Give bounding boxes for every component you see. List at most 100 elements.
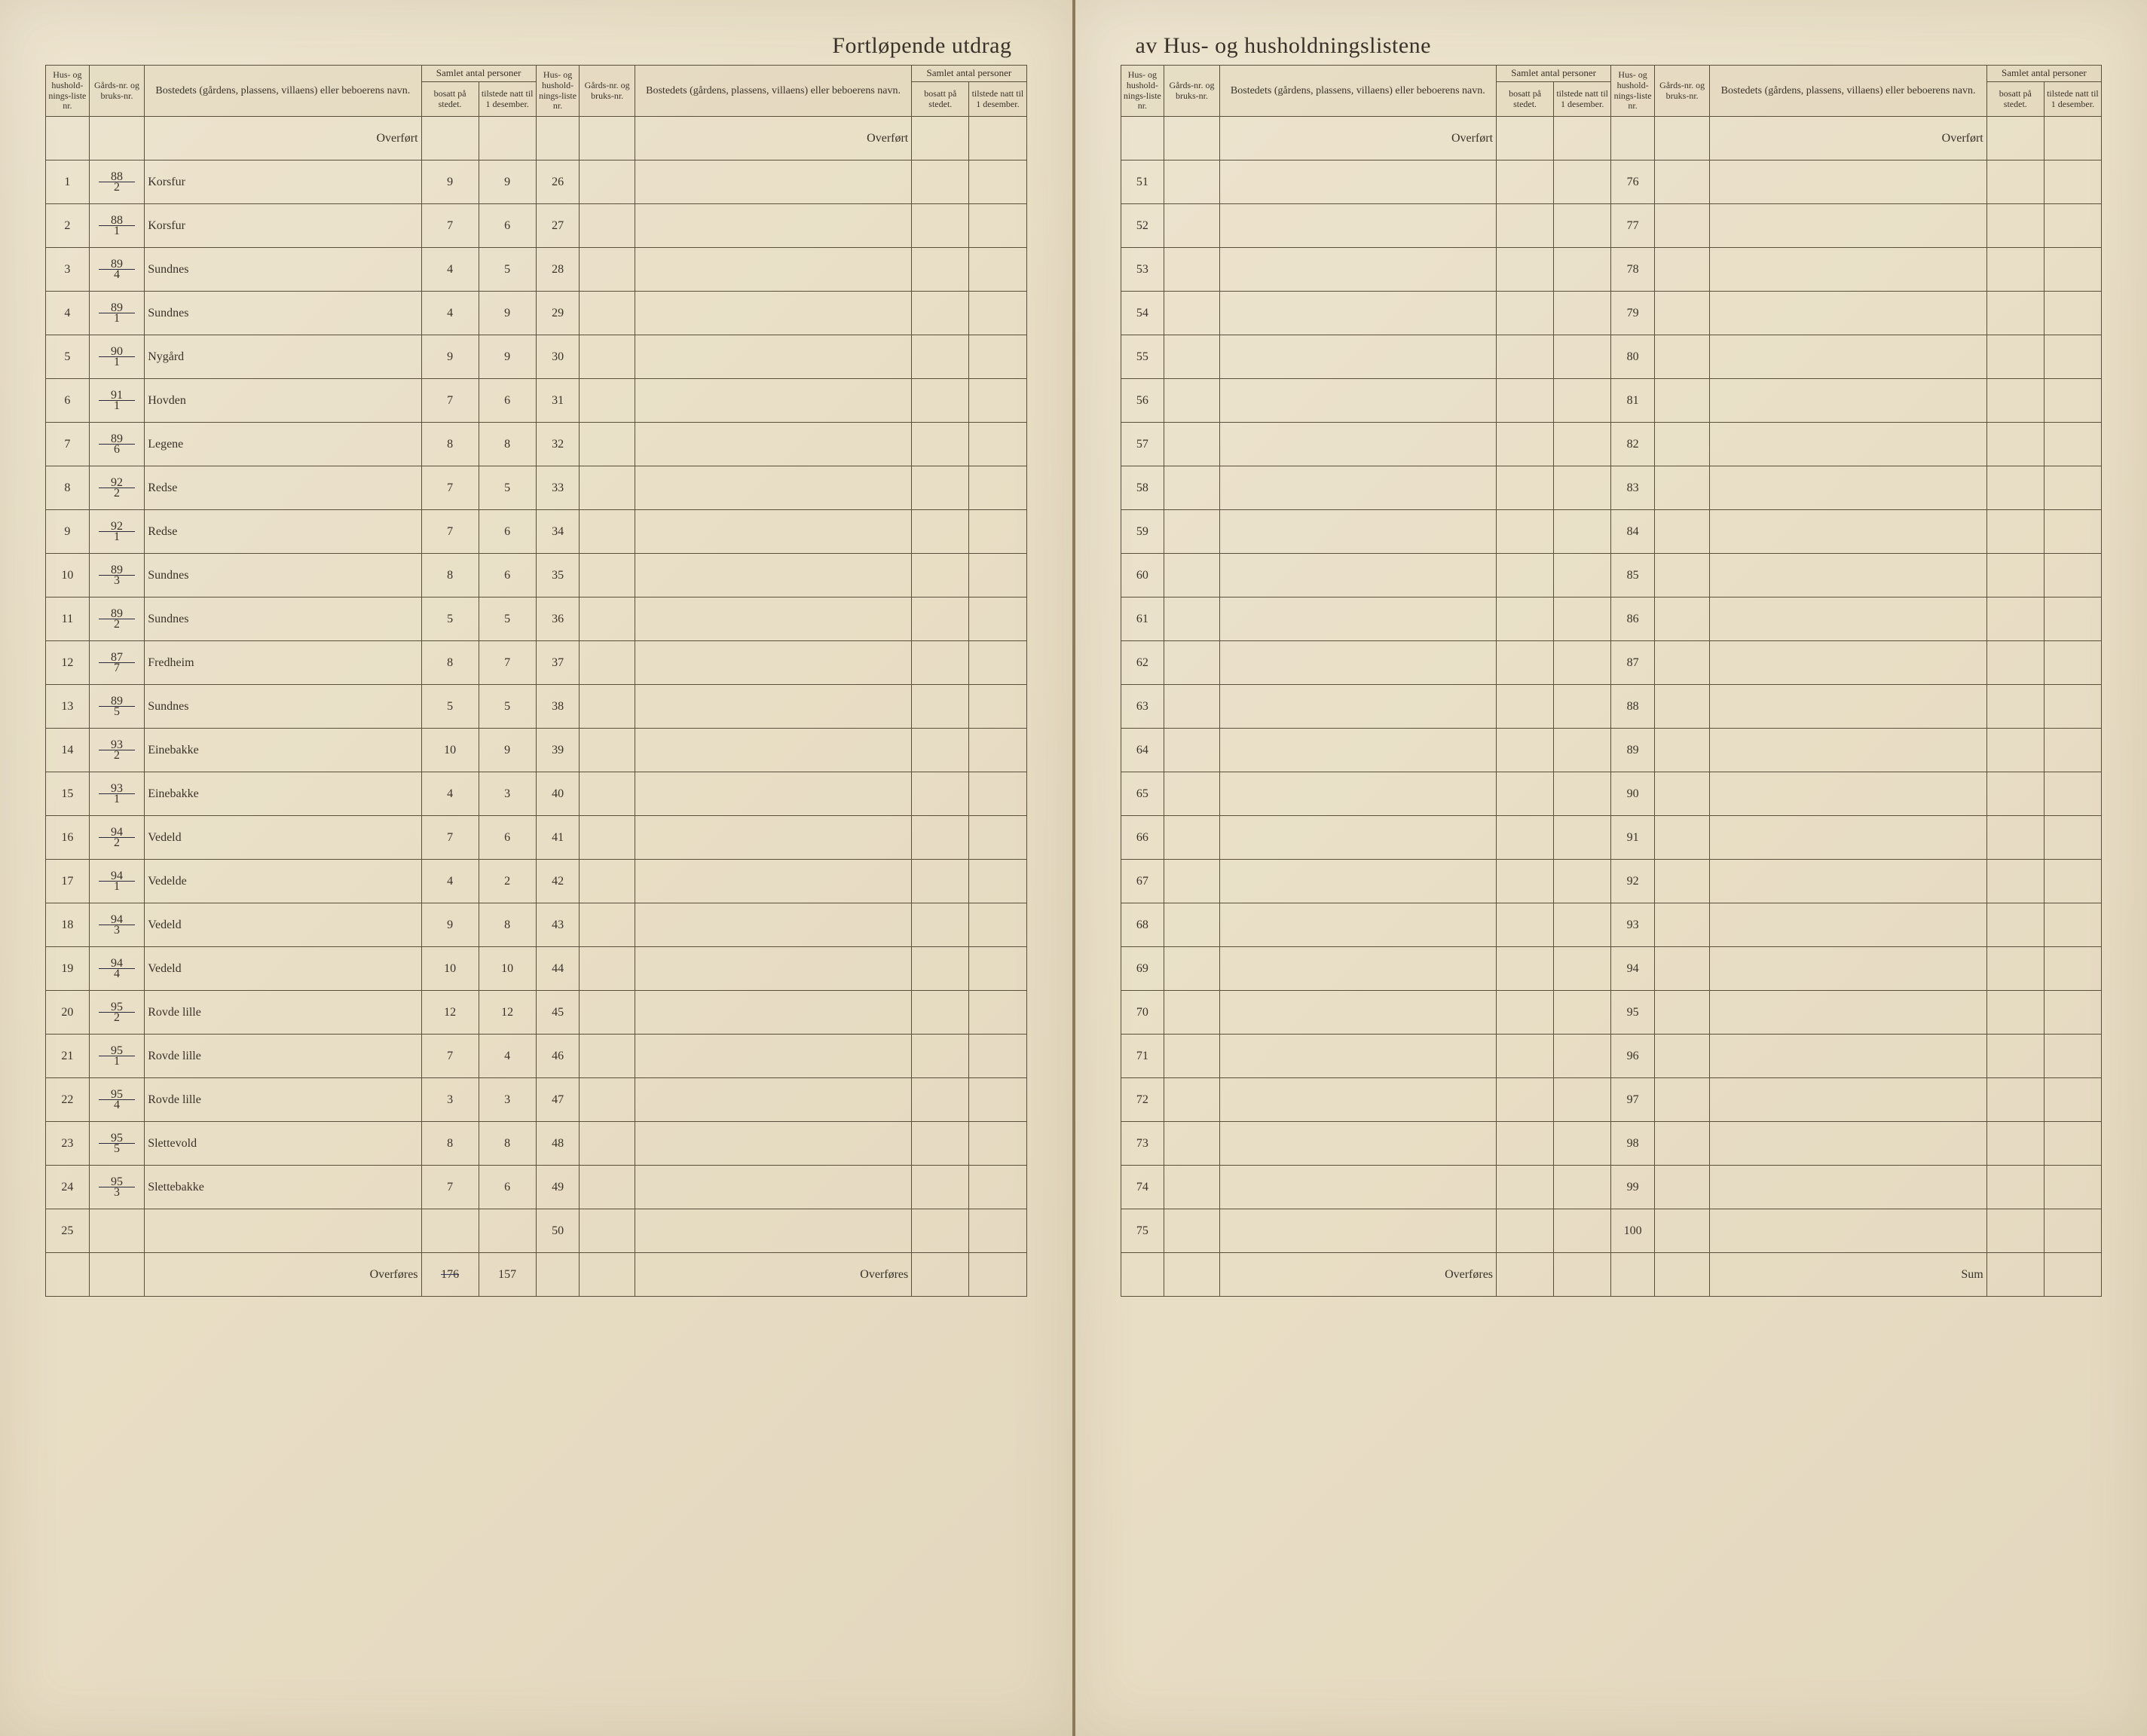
bosatt-cell: 5 [421,685,479,729]
row-number: 18 [46,903,90,947]
overfort-row: OverførtOverført [46,117,1027,160]
navn-cell: Vedeld [145,816,421,860]
bosatt-cell: 4 [421,772,479,816]
tilstede-cell: 7 [479,641,536,685]
ledger-table-left: Hus- og hushold-nings-liste nr. Gårds-nr… [45,65,1027,1297]
bosatt-cell: 5 [421,598,479,641]
navn-cell: Rovde lille [145,1035,421,1078]
table-row: 59 84 [1121,510,2102,554]
hdr-samlet: Samlet antal personer [421,66,536,82]
table-header: Hus- og hushold-nings-liste nr. Gårds-nr… [46,66,1027,117]
row-number: 20 [46,991,90,1035]
row-number: 46 [536,1035,580,1078]
bosatt-cell: 7 [421,816,479,860]
table-row: 19944Vedeld101044 [46,947,1027,991]
row-number: 100 [1611,1209,1655,1253]
row-number: 44 [536,947,580,991]
gard-cell: 877 [89,641,144,685]
gard-cell: 894 [89,248,144,292]
row-number: 79 [1611,292,1655,335]
table-row: 8922Redse7533 [46,466,1027,510]
navn-cell: Korsfur [145,160,421,204]
bosatt-cell: 3 [421,1078,479,1122]
gard-cell: 931 [89,772,144,816]
row-number: 88 [1611,685,1655,729]
row-number: 36 [536,598,580,641]
tilstede-cell: 9 [479,160,536,204]
table-row: 7095 [1121,991,2102,1035]
tbody-left: OverførtOverført1882Korsfur99262881Korsf… [46,117,1027,1297]
row-number: 12 [46,641,90,685]
overfort-label: Overført [1710,117,1986,160]
row-number: 92 [1611,860,1655,903]
tilstede-cell: 2 [479,860,536,903]
gard-cell: 954 [89,1078,144,1122]
bosatt-cell: 10 [421,947,479,991]
table-row: 14932Einebakke10939 [46,729,1027,772]
hdr-gard: Gårds-nr. og bruks-nr. [1164,66,1219,117]
row-number: 27 [536,204,580,248]
overfores-row: Overføres176157Overføres [46,1253,1027,1297]
row-number: 25 [46,1209,90,1253]
table-row: 2881Korsfur7627 [46,204,1027,248]
row-number: 93 [1611,903,1655,947]
gard-cell: 932 [89,729,144,772]
row-number: 6 [46,379,90,423]
tilstede-cell: 5 [479,248,536,292]
row-number: 82 [1611,423,1655,466]
row-number: 43 [536,903,580,947]
tilstede-cell: 3 [479,772,536,816]
hdr-liste: Hus- og hushold-nings-liste nr. [46,66,90,117]
gard-cell: 882 [89,160,144,204]
hdr-bosatt: bosatt på stedet. [421,82,479,117]
row-number: 11 [46,598,90,641]
table-row: 7196 [1121,1035,2102,1078]
table-row: 21951Rovde lille7446 [46,1035,1027,1078]
navn-cell [145,1209,421,1253]
row-number: 24 [46,1166,90,1209]
row-number: 76 [1611,160,1655,204]
bosatt-cell: 4 [421,248,479,292]
gard-cell: 951 [89,1035,144,1078]
table-row: 10893Sundnes8635 [46,554,1027,598]
tilstede-cell: 9 [479,335,536,379]
navn-cell: Einebakke [145,772,421,816]
tilstede-cell: 10 [479,947,536,991]
bosatt-cell: 7 [421,379,479,423]
hdr-tilstede-2: tilstede natt til 1 desember. [969,82,1026,117]
row-number: 98 [1611,1122,1655,1166]
row-number: 94 [1611,947,1655,991]
tbody-right: OverførtOverført517652775378547955805681… [1121,117,2102,1297]
row-number: 52 [1121,204,1164,248]
row-number: 30 [536,335,580,379]
hdr-navn-2: Bostedets (gårdens, plassens, villaens) … [635,66,911,117]
table-row: 1882Korsfur9926 [46,160,1027,204]
footer-label: Overføres [635,1253,911,1297]
navn-cell: Redse [145,510,421,554]
gard-cell: 881 [89,204,144,248]
row-number: 59 [1121,510,1164,554]
gard-cell: 922 [89,466,144,510]
table-row: 5378 [1121,248,2102,292]
row-number: 66 [1121,816,1164,860]
row-number: 34 [536,510,580,554]
table-row: 22954Rovde lille3347 [46,1078,1027,1122]
row-number: 84 [1611,510,1655,554]
navn-cell: Rovde lille [145,991,421,1035]
row-number: 68 [1121,903,1164,947]
hdr-gard-2: Gårds-nr. og bruks-nr. [580,66,635,117]
row-number: 74 [1121,1166,1164,1209]
table-row: 5277 [1121,204,2102,248]
table-row: 23955Slettevold8848 [46,1122,1027,1166]
tilstede-cell [479,1209,536,1253]
tilstede-cell: 8 [479,423,536,466]
row-number: 57 [1121,423,1164,466]
row-number: 78 [1611,248,1655,292]
row-number: 41 [536,816,580,860]
navn-cell: Fredheim [145,641,421,685]
ledger-spread: Fortløpende utdrag Hus- og hushold-nings… [0,0,2147,1736]
gard-cell [89,1209,144,1253]
bosatt-cell: 10 [421,729,479,772]
title-left: Fortløpende utdrag [45,30,1027,65]
navn-cell: Vedeld [145,903,421,947]
